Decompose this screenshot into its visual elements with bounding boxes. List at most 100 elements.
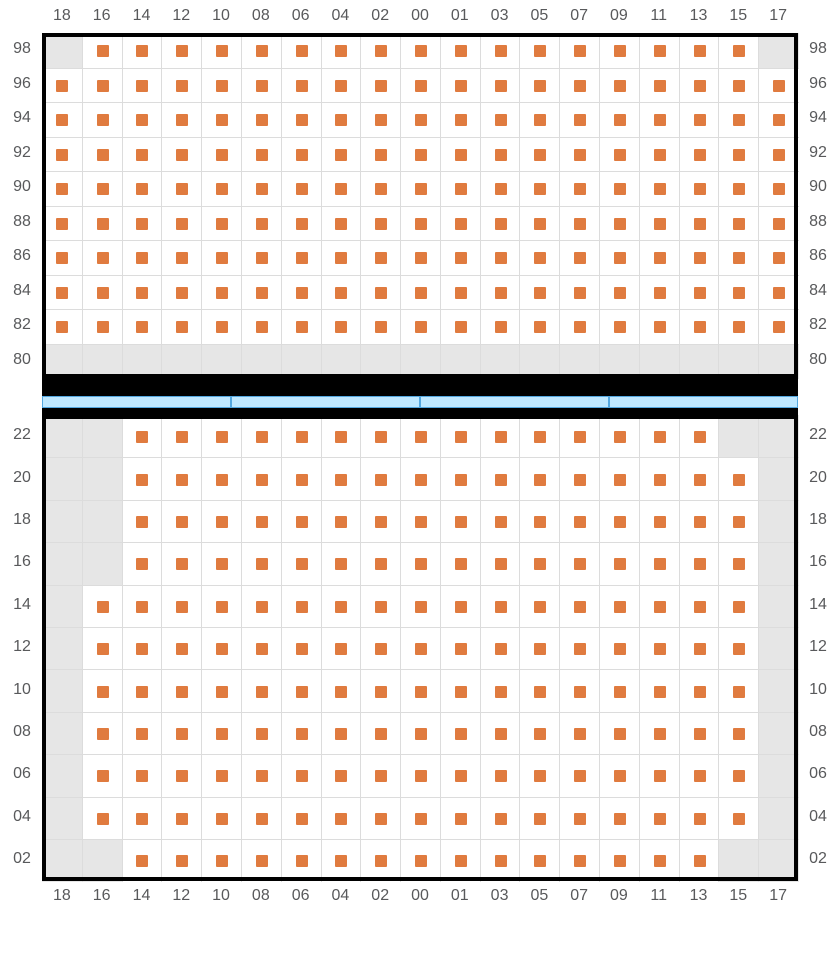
seat-cell[interactable]	[241, 206, 282, 242]
seat-cell[interactable]	[559, 797, 600, 840]
seat-cell[interactable]	[42, 206, 83, 242]
seat-cell[interactable]	[241, 669, 282, 712]
seat-cell[interactable]	[480, 669, 521, 712]
seat-cell[interactable]	[480, 137, 521, 173]
seat-cell[interactable]	[122, 137, 163, 173]
seat-cell[interactable]	[42, 275, 83, 311]
seat-cell[interactable]	[122, 102, 163, 138]
seat-cell[interactable]	[559, 102, 600, 138]
seat-cell[interactable]	[679, 102, 720, 138]
seat-cell[interactable]	[201, 275, 242, 311]
seat-cell[interactable]	[161, 457, 202, 500]
seat-cell[interactable]	[42, 240, 83, 276]
seat-cell[interactable]	[82, 712, 123, 755]
seat-cell[interactable]	[679, 500, 720, 543]
seat-cell[interactable]	[519, 240, 560, 276]
seat-cell[interactable]	[122, 542, 163, 585]
seat-cell[interactable]	[559, 839, 600, 882]
seat-cell[interactable]	[639, 33, 680, 69]
seat-cell[interactable]	[559, 500, 600, 543]
seat-cell[interactable]	[400, 102, 441, 138]
seat-cell[interactable]	[679, 240, 720, 276]
seat-cell[interactable]	[639, 585, 680, 628]
seat-cell[interactable]	[400, 542, 441, 585]
seat-cell[interactable]	[161, 669, 202, 712]
seat-cell[interactable]	[559, 415, 600, 458]
seat-cell[interactable]	[400, 309, 441, 345]
seat-cell[interactable]	[639, 712, 680, 755]
seat-cell[interactable]	[321, 33, 362, 69]
seat-cell[interactable]	[679, 542, 720, 585]
seat-cell[interactable]	[639, 275, 680, 311]
seat-cell[interactable]	[758, 240, 799, 276]
seat-cell[interactable]	[241, 309, 282, 345]
seat-cell[interactable]	[281, 415, 322, 458]
seat-cell[interactable]	[758, 275, 799, 311]
seat-cell[interactable]	[599, 627, 640, 670]
seat-cell[interactable]	[281, 754, 322, 797]
seat-cell[interactable]	[559, 137, 600, 173]
seat-cell[interactable]	[241, 33, 282, 69]
seat-cell[interactable]	[519, 206, 560, 242]
seat-cell[interactable]	[679, 839, 720, 882]
seat-cell[interactable]	[201, 137, 242, 173]
seat-cell[interactable]	[718, 171, 759, 207]
seat-cell[interactable]	[400, 206, 441, 242]
seat-cell[interactable]	[400, 171, 441, 207]
seat-cell[interactable]	[599, 542, 640, 585]
seat-cell[interactable]	[82, 171, 123, 207]
seat-cell[interactable]	[360, 137, 401, 173]
seat-cell[interactable]	[161, 68, 202, 104]
seat-cell[interactable]	[480, 171, 521, 207]
seat-cell[interactable]	[440, 797, 481, 840]
seat-cell[interactable]	[281, 839, 322, 882]
seat-cell[interactable]	[321, 102, 362, 138]
seat-cell[interactable]	[480, 839, 521, 882]
seat-cell[interactable]	[519, 309, 560, 345]
seat-cell[interactable]	[281, 669, 322, 712]
seat-cell[interactable]	[440, 309, 481, 345]
seat-cell[interactable]	[599, 102, 640, 138]
seat-cell[interactable]	[201, 415, 242, 458]
seat-cell[interactable]	[679, 627, 720, 670]
seat-cell[interactable]	[201, 839, 242, 882]
seat-cell[interactable]	[519, 585, 560, 628]
seat-cell[interactable]	[122, 669, 163, 712]
seat-cell[interactable]	[639, 627, 680, 670]
seat-cell[interactable]	[400, 68, 441, 104]
seat-cell[interactable]	[400, 797, 441, 840]
seat-cell[interactable]	[718, 712, 759, 755]
seat-cell[interactable]	[122, 309, 163, 345]
seat-cell[interactable]	[82, 585, 123, 628]
seat-cell[interactable]	[360, 275, 401, 311]
seat-cell[interactable]	[82, 68, 123, 104]
seat-cell[interactable]	[281, 68, 322, 104]
seat-cell[interactable]	[281, 627, 322, 670]
seat-cell[interactable]	[360, 627, 401, 670]
seat-cell[interactable]	[241, 754, 282, 797]
seat-cell[interactable]	[400, 585, 441, 628]
seat-cell[interactable]	[360, 457, 401, 500]
seat-cell[interactable]	[679, 797, 720, 840]
seat-cell[interactable]	[519, 171, 560, 207]
seat-cell[interactable]	[440, 137, 481, 173]
seat-cell[interactable]	[480, 415, 521, 458]
seat-cell[interactable]	[519, 669, 560, 712]
seat-cell[interactable]	[241, 102, 282, 138]
seat-cell[interactable]	[480, 68, 521, 104]
seat-cell[interactable]	[241, 68, 282, 104]
seat-cell[interactable]	[559, 206, 600, 242]
seat-cell[interactable]	[321, 171, 362, 207]
seat-cell[interactable]	[718, 102, 759, 138]
seat-cell[interactable]	[718, 240, 759, 276]
seat-cell[interactable]	[440, 68, 481, 104]
seat-cell[interactable]	[679, 585, 720, 628]
seat-cell[interactable]	[42, 137, 83, 173]
seat-cell[interactable]	[321, 137, 362, 173]
seat-cell[interactable]	[599, 275, 640, 311]
seat-cell[interactable]	[82, 137, 123, 173]
seat-cell[interactable]	[718, 206, 759, 242]
seat-cell[interactable]	[122, 754, 163, 797]
seat-cell[interactable]	[599, 206, 640, 242]
seat-cell[interactable]	[440, 500, 481, 543]
